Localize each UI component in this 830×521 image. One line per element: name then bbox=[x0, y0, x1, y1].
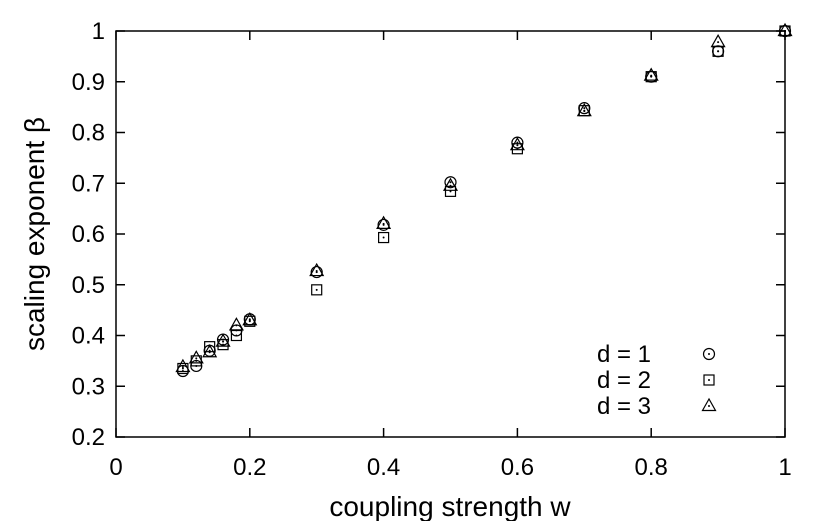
data-point-square-dot bbox=[181, 367, 184, 370]
data-point-triangle-dot bbox=[181, 365, 184, 368]
y-tick-label: 1 bbox=[92, 18, 105, 45]
legend-marker-square-box bbox=[703, 374, 715, 386]
y-tick-label: 0.8 bbox=[72, 120, 105, 147]
data-point-triangle-dot bbox=[222, 340, 225, 343]
data-point-triangle-shape bbox=[309, 262, 325, 277]
data-point-square-dot bbox=[382, 236, 385, 239]
data-point-circle-ring bbox=[377, 218, 390, 231]
data-point-triangle-shape bbox=[202, 344, 218, 358]
data-point-triangle-shape bbox=[777, 22, 793, 37]
data-point-triangle-shape bbox=[509, 136, 525, 151]
data-point-square bbox=[230, 329, 243, 342]
data-point-square-dot bbox=[315, 288, 318, 291]
data-point-triangle bbox=[242, 312, 258, 326]
x-axis-ticks: 0 0.2 0.4 0.6 0.8 1 bbox=[109, 31, 792, 481]
legend-marker-circle-dot bbox=[708, 353, 710, 355]
y-tick-label: 0.9 bbox=[72, 69, 105, 96]
data-point-triangle-dot bbox=[449, 184, 452, 187]
data-point-triangle-dot bbox=[650, 74, 653, 77]
data-point-triangle-dot bbox=[315, 270, 318, 273]
data-point-square-dot bbox=[717, 50, 720, 53]
data-point-triangle-shape bbox=[643, 67, 659, 81]
data-point-triangle-dot bbox=[784, 30, 786, 32]
legend-marker-triangle-shape bbox=[701, 397, 717, 412]
data-point-square-box bbox=[511, 143, 524, 155]
data-point-triangle-shape bbox=[376, 215, 392, 229]
x-tick-label: 0.2 bbox=[233, 454, 266, 481]
legend-marker-circle bbox=[702, 347, 716, 361]
legend-label: d = 2 bbox=[597, 367, 651, 394]
data-point-square-box bbox=[311, 284, 323, 296]
data-point-triangle-shape bbox=[710, 33, 726, 48]
legend: d = 1d = 2d = 3 bbox=[597, 341, 717, 420]
data-point-triangle bbox=[188, 350, 204, 364]
data-point-triangle bbox=[643, 67, 659, 81]
data-point-triangle-shape bbox=[442, 177, 459, 191]
data-point-triangle-dot bbox=[195, 357, 198, 360]
data-point-triangle-shape bbox=[175, 358, 191, 373]
data-point-triangle-shape bbox=[242, 312, 258, 326]
data-point-circle-dot bbox=[449, 181, 452, 184]
data-points bbox=[175, 22, 793, 378]
y-tick-label: 0.7 bbox=[72, 170, 105, 197]
legend-label: d = 3 bbox=[597, 393, 651, 420]
y-axis-ticks: 0.2 0.3 0.4 0.5 0.6 0.7 0.8 0.9 1 bbox=[72, 18, 785, 451]
data-point-triangle-shape bbox=[188, 350, 204, 364]
legend-marker-circle-ring bbox=[702, 347, 716, 361]
data-point-square-dot bbox=[195, 359, 198, 362]
x-tick-label: 1 bbox=[778, 454, 791, 481]
data-point-triangle-dot bbox=[235, 324, 238, 327]
y-tick-label: 0.3 bbox=[72, 373, 105, 400]
data-point-triangle-dot bbox=[208, 351, 211, 354]
y-axis-label: scaling exponent β bbox=[19, 117, 50, 351]
legend-marker-triangle bbox=[701, 397, 717, 412]
data-point-triangle-dot bbox=[248, 319, 251, 322]
data-point-square-box bbox=[378, 231, 390, 244]
legend-marker-triangle-dot bbox=[708, 405, 710, 407]
data-point-triangle bbox=[710, 33, 726, 48]
data-point-triangle-dot bbox=[717, 41, 720, 44]
x-tick-label: 0.6 bbox=[501, 454, 534, 481]
legend-marker-square bbox=[703, 374, 715, 386]
data-point-circle-ring bbox=[444, 176, 457, 189]
data-point-triangle bbox=[228, 317, 244, 331]
legend-label: d = 1 bbox=[597, 341, 651, 368]
data-point-triangle-dot bbox=[583, 110, 586, 113]
data-point-triangle bbox=[309, 262, 325, 277]
data-point-triangle bbox=[376, 215, 392, 229]
x-axis-label: coupling strength w bbox=[329, 491, 571, 521]
data-point-square-dot bbox=[222, 343, 225, 346]
data-point-triangle bbox=[777, 22, 793, 37]
x-tick-label: 0 bbox=[109, 454, 122, 481]
data-point-triangle-shape bbox=[576, 102, 592, 117]
data-point-circle-dot bbox=[583, 107, 586, 110]
data-point-triangle bbox=[202, 344, 218, 358]
y-tick-label: 0.6 bbox=[72, 221, 105, 248]
legend-marker-square-dot bbox=[708, 379, 710, 381]
data-point-circle-ring bbox=[310, 265, 323, 279]
data-point-triangle bbox=[442, 177, 459, 191]
data-point-triangle bbox=[175, 358, 191, 373]
y-tick-label: 0.2 bbox=[72, 424, 105, 451]
data-point-triangle-shape bbox=[215, 333, 231, 347]
y-tick-label: 0.5 bbox=[72, 272, 105, 299]
data-point-triangle bbox=[215, 333, 231, 347]
data-point-triangle-dot bbox=[382, 222, 385, 225]
x-tick-label: 0.8 bbox=[635, 454, 668, 481]
data-point-triangle-dot bbox=[516, 144, 519, 147]
data-point-triangle bbox=[509, 136, 525, 151]
data-point-square-dot bbox=[235, 334, 238, 337]
plot-frame bbox=[115, 30, 786, 438]
data-point-square bbox=[311, 284, 323, 296]
data-point-circle bbox=[444, 176, 457, 189]
x-tick-label: 0.4 bbox=[367, 454, 400, 481]
data-point-triangle bbox=[576, 102, 592, 117]
data-point-square bbox=[378, 231, 390, 244]
data-point-triangle-shape bbox=[228, 317, 244, 331]
y-tick-label: 0.4 bbox=[72, 323, 105, 350]
data-point-square-box bbox=[230, 329, 243, 342]
